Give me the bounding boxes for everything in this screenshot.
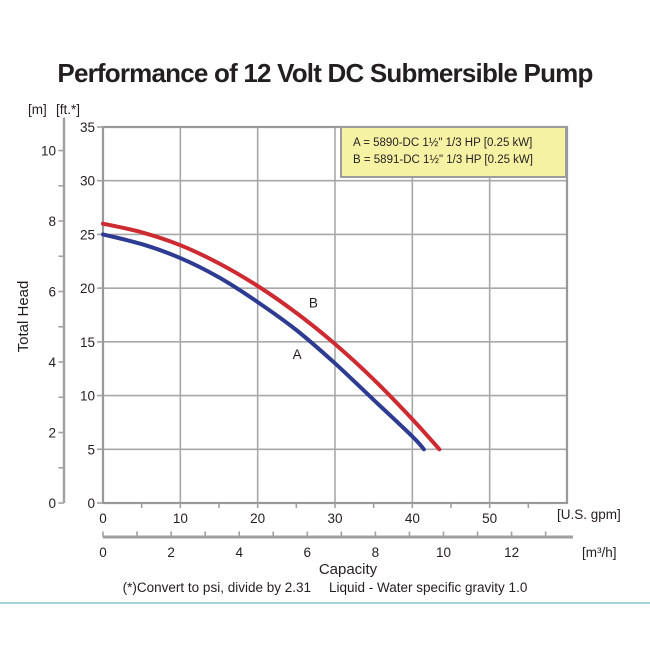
gpm-tick-label: 10	[173, 511, 188, 526]
gpm-tick-label: 0	[99, 511, 107, 526]
m3h-tick-label: 8	[372, 545, 380, 560]
curve-B	[101, 221, 442, 452]
gpm-axis	[140, 503, 530, 508]
gpm-tick-label: 50	[482, 511, 497, 526]
feet-tick-label: 10	[80, 389, 95, 404]
y-axis-unit-meters: [m]	[28, 102, 47, 117]
curve-label-A: A	[293, 347, 302, 362]
x-axis-unit-m3h: [m³/h]	[582, 545, 617, 560]
meters-tick-label: 0	[48, 496, 56, 511]
gpm-tick-label: 30	[327, 511, 342, 526]
y-axis-unit-feet: [ft.*]	[56, 102, 81, 117]
feet-tick-label: 5	[87, 442, 95, 457]
legend-box: A = 5890-DC 1½" 1/3 HP [0.25 kW] B = 589…	[340, 126, 567, 178]
m3h-tick-label: 4	[235, 545, 243, 560]
meters-tick-label: 8	[48, 214, 56, 229]
feet-tick-label: 25	[80, 227, 95, 242]
m3h-tick-label: 10	[436, 545, 451, 560]
x-axis-unit-gpm: [U.S. gpm]	[557, 507, 621, 522]
page-title: Performance of 12 Volt DC Submersible Pu…	[57, 58, 593, 88]
footnote: (*)Convert to psi, divide by 2.31 Liquid…	[0, 580, 650, 595]
curve-A	[101, 232, 426, 452]
gpm-tick-label: 40	[405, 511, 420, 526]
feet-tick-label: 20	[80, 281, 95, 296]
legend-entry-a: A = 5890-DC 1½" 1/3 HP [0.25 kW]	[353, 137, 533, 150]
bottom-divider-line	[0, 602, 650, 604]
feet-tick-label: 15	[80, 335, 95, 350]
m3h-tick-label: 0	[99, 545, 107, 560]
x-axis-title: Capacity	[318, 561, 378, 578]
feet-tick-label: 0	[87, 496, 95, 511]
curve-label-B: B	[309, 296, 318, 311]
y-axis-title: Total Head	[15, 280, 32, 353]
meters-tick-label: 2	[48, 426, 56, 441]
gpm-tick-label: 20	[250, 511, 265, 526]
m3h-tick-label: 6	[304, 545, 312, 560]
meters-tick-label: 10	[41, 144, 56, 159]
meters-tick-label: 6	[48, 285, 56, 300]
feet-tick-label: 35	[80, 120, 95, 135]
m3h-axis	[102, 531, 573, 539]
m3h-tick-label: 2	[167, 545, 175, 560]
meters-tick-label: 4	[48, 355, 56, 370]
legend-entry-b: B = 5891-DC 1½" 1/3 HP [0.25 kW]	[353, 154, 533, 166]
m3h-tick-label: 12	[504, 545, 519, 560]
grid-lines	[103, 127, 567, 503]
footnote-liquid-spec: Liquid - Water specific gravity 1.0	[329, 580, 528, 595]
footnote-psi-conversion: (*)Convert to psi, divide by 2.31	[122, 580, 311, 595]
meters-axis	[58, 117, 66, 504]
feet-tick-label: 30	[80, 174, 95, 189]
